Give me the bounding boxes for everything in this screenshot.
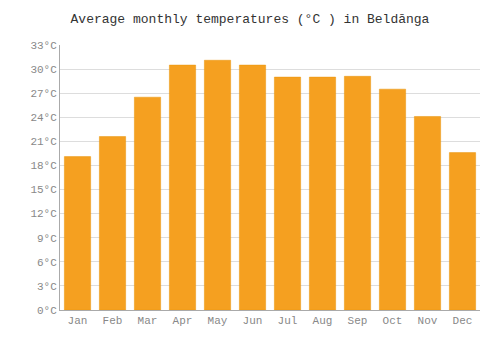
svg-text:27°C: 27°C	[30, 88, 57, 100]
svg-text:Jul: Jul	[278, 315, 298, 327]
svg-text:3°C: 3°C	[37, 281, 57, 293]
svg-text:Sep: Sep	[348, 315, 368, 327]
svg-text:33°C: 33°C	[30, 40, 57, 52]
svg-text:Oct: Oct	[383, 315, 403, 327]
svg-text:Jan: Jan	[68, 315, 88, 327]
svg-text:24°C: 24°C	[30, 112, 57, 124]
svg-text:Aug: Aug	[313, 315, 333, 327]
svg-text:30°C: 30°C	[30, 64, 57, 76]
svg-text:Dec: Dec	[453, 315, 473, 327]
svg-text:Nov: Nov	[418, 315, 438, 327]
svg-text:Jun: Jun	[243, 315, 263, 327]
svg-text:Average monthly temperatures (: Average monthly temperatures (°C ) in Be…	[71, 12, 430, 27]
svg-text:15°C: 15°C	[30, 184, 57, 196]
svg-text:12°C: 12°C	[30, 208, 57, 220]
svg-text:Mar: Mar	[138, 315, 158, 327]
svg-text:Apr: Apr	[173, 315, 193, 327]
svg-text:May: May	[208, 315, 228, 327]
svg-text:0°C: 0°C	[37, 305, 57, 317]
svg-text:21°C: 21°C	[30, 136, 57, 148]
svg-text:Feb: Feb	[103, 315, 123, 327]
svg-text:18°C: 18°C	[30, 160, 57, 172]
svg-text:6°C: 6°C	[37, 257, 57, 269]
svg-text:9°C: 9°C	[37, 233, 57, 245]
